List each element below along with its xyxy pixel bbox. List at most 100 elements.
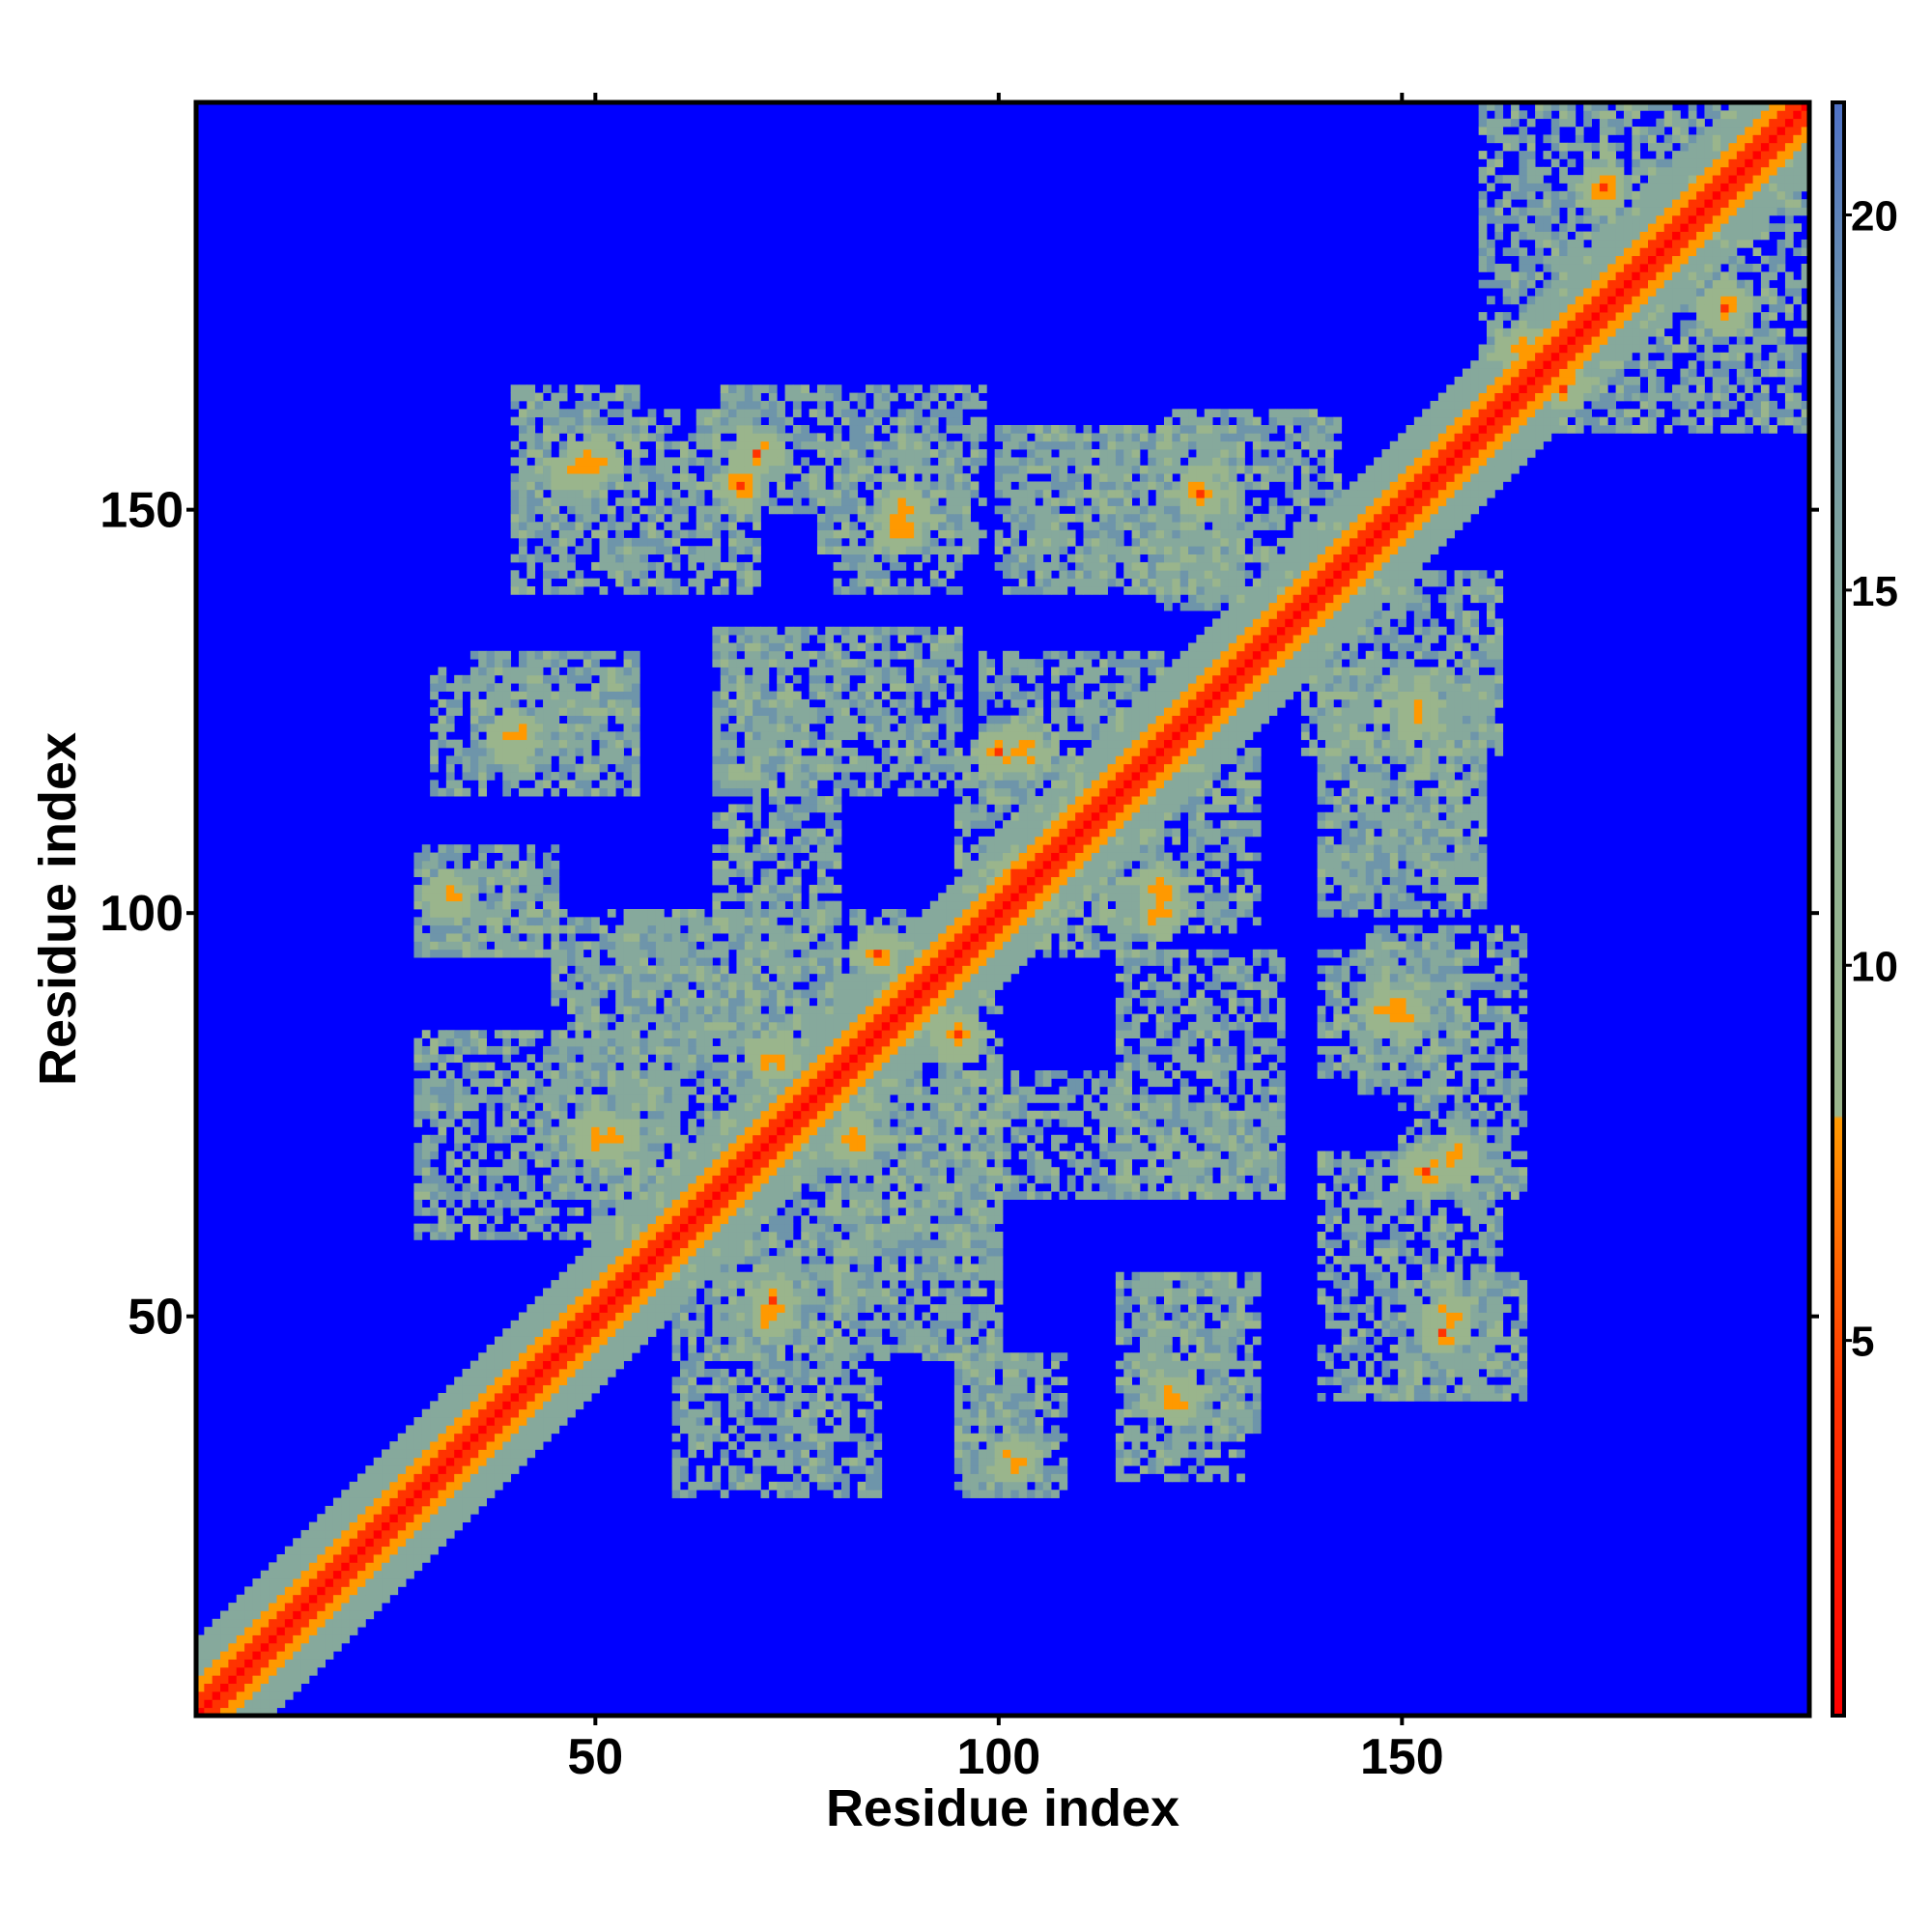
heatmap-cell [994,1070,1004,1079]
heatmap-cell [558,1158,568,1168]
heatmap-cell [784,1320,794,1329]
heatmap-cell [373,1521,383,1531]
heatmap-cell [1035,1393,1044,1402]
heatmap-cell [1406,1215,1415,1225]
heatmap-cell [841,1182,850,1192]
heatmap-cell [1107,1175,1117,1184]
heatmap-cell [1236,1182,1245,1192]
heatmap-cell [1446,1295,1455,1305]
heatmap-cell [833,1191,842,1200]
heatmap-cell [1357,1384,1367,1394]
heatmap-cell [938,1215,947,1225]
heatmap-cell [1148,1377,1157,1386]
heatmap-cell [284,1562,294,1572]
heatmap-cell [1446,1393,1455,1402]
heatmap-cell [1478,1191,1488,1200]
heatmap-cell [494,1134,503,1144]
heatmap-cell [946,1191,955,1200]
heatmap-cell [228,1642,238,1652]
heatmap-cell [801,1417,810,1426]
heatmap-cell [1131,1134,1141,1144]
heatmap-cell [994,1247,1004,1257]
heatmap-cell [1139,1062,1149,1071]
heatmap-cell [558,1232,568,1240]
heatmap-cell [1478,1151,1488,1160]
heatmap-cell [1422,1280,1431,1289]
heatmap-cell [833,1102,842,1112]
heatmap-cell [857,1223,867,1233]
heatmap-cell [575,1360,584,1370]
heatmap-cell [543,1094,552,1103]
heatmap-cell [736,1191,746,1200]
heatmap-cell [1131,1094,1141,1103]
heatmap-cell [1148,1167,1157,1176]
heatmap-cell [567,1158,576,1168]
heatmap-cell [599,1175,609,1184]
heatmap-cell [873,1207,883,1216]
heatmap-cell [833,1239,842,1249]
heatmap-cell [728,1320,737,1329]
heatmap-cell [792,1280,802,1289]
heatmap-cell [753,1441,761,1450]
heatmap-cell [494,1449,503,1459]
heatmap-cell [647,1070,657,1079]
heatmap-cell [753,1215,761,1225]
heatmap-cell [1333,1158,1343,1168]
heatmap-cell [631,1078,640,1088]
heatmap-cell [1228,1182,1237,1192]
heatmap-cell [841,1167,850,1176]
heatmap-cell [760,1102,770,1112]
heatmap-cell [744,1377,753,1386]
heatmap-cell [777,1175,785,1184]
heatmap-cell [332,1562,342,1572]
heatmap-cell [1027,1490,1036,1498]
heatmap-cell [1381,1256,1391,1264]
heatmap-cell [833,1215,842,1225]
heatmap-cell [792,1102,802,1112]
heatmap-cell [866,1167,874,1176]
heatmap-cell [816,1368,826,1378]
heatmap-cell [905,1239,915,1249]
heatmap-cell [728,1175,737,1184]
heatmap-cell [1035,1134,1044,1144]
heatmap-cell [866,1126,874,1136]
heatmap-cell [1220,1126,1230,1136]
heatmap-cell [478,1425,487,1435]
heatmap-cell [1123,1457,1132,1466]
heatmap-cell [1333,1256,1343,1264]
heatmap-cell [413,1158,423,1168]
heatmap-cell [1018,1401,1028,1410]
heatmap-cell [809,1119,818,1127]
heatmap-cell [1131,1143,1141,1151]
heatmap-cell [873,1070,883,1079]
heatmap-cell [1470,1344,1480,1353]
heatmap-cell [1487,1295,1495,1305]
heatmap-cell [953,1223,963,1233]
heatmap-cell [1494,1151,1504,1160]
heatmap-cell [1333,1393,1343,1402]
heatmap-cell [551,1134,560,1144]
heatmap-cell [1487,1167,1495,1176]
heatmap-cell [1188,1102,1197,1112]
heatmap-cell [567,1119,576,1127]
heatmap-cell [914,1232,923,1240]
heatmap-cell [607,1054,616,1064]
heatmap-cell [704,1295,713,1305]
heatmap-cell [777,1457,785,1466]
heatmap-cell [1406,1280,1415,1289]
heatmap-cell [1374,1384,1382,1394]
heatmap-cell [494,1126,503,1136]
heatmap-cell [1204,1288,1213,1297]
heatmap-cell [1212,1151,1221,1160]
heatmap-cell [639,1167,648,1176]
heatmap-cell [575,1393,584,1402]
heatmap-cell [373,1481,383,1491]
heatmap-cell [558,1167,568,1176]
heatmap-cell [1252,1158,1262,1168]
heatmap-cell [1487,1223,1495,1233]
heatmap-cell [1413,1256,1423,1264]
heatmap-cell [897,1344,907,1353]
heatmap-cell [816,1320,826,1329]
heatmap-cell [825,1481,835,1491]
heatmap-cell [809,1352,818,1361]
